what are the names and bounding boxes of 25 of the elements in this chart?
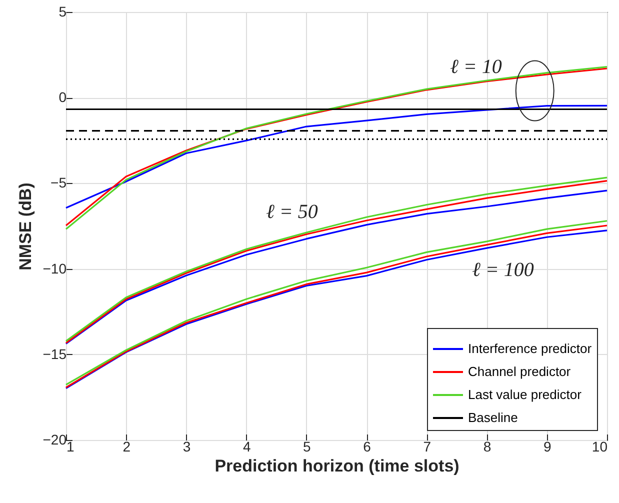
- annotation: ℓ = 50: [266, 201, 318, 223]
- y-tick-label: −20: [42, 432, 67, 448]
- x-tick-label: 9: [543, 438, 552, 454]
- x-tick-label: 7: [423, 438, 432, 454]
- x-tick-label: 5: [303, 438, 312, 454]
- y-tick-label: 0: [58, 89, 67, 106]
- y-tick-label: −5: [50, 174, 67, 191]
- x-tick-label: 2: [122, 438, 131, 454]
- legend-label: Interference predictor: [468, 341, 592, 356]
- x-tick-label: 4: [242, 438, 251, 454]
- x-tick-label: 10: [592, 438, 608, 454]
- x-axis-title: Prediction horizon (time slots): [214, 456, 460, 476]
- y-tick-label: −15: [42, 346, 67, 362]
- y-tick-label: −10: [42, 260, 67, 276]
- x-tick-label: 6: [363, 438, 372, 454]
- legend-label: Last value predictor: [468, 387, 582, 402]
- x-tick-label: 1: [66, 438, 74, 454]
- annotation: ℓ = 100: [472, 259, 534, 281]
- x-tick-label: 8: [483, 438, 492, 454]
- x-tick-label: 3: [182, 438, 191, 454]
- y-axis-title: NMSE (dB): [16, 182, 35, 270]
- legend-label: Channel predictor: [468, 364, 572, 379]
- legend-label: Baseline: [468, 410, 518, 425]
- annotation: ℓ = 10: [450, 56, 502, 78]
- y-tick-label: 5: [58, 4, 67, 20]
